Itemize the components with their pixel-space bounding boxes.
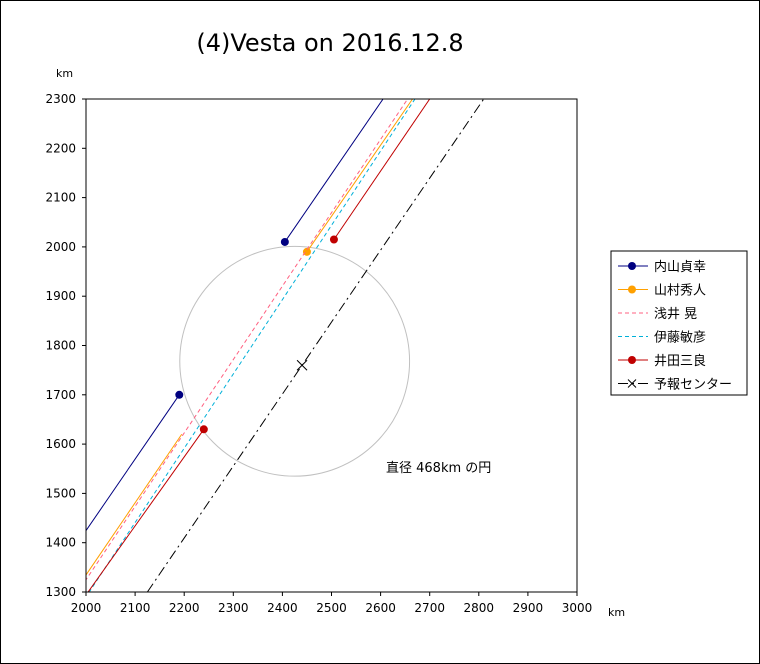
legend-label-3: 伊藤敏彦: [654, 330, 706, 346]
legend-label-2: 浅井 晃: [654, 307, 697, 322]
series-4-line-0: [87, 429, 205, 592]
y-tick-label-4: 1700: [45, 388, 76, 402]
legend-label-5: 予報センター: [654, 378, 732, 393]
series-5-line-0: [146, 99, 485, 592]
series-0-point-1: [280, 237, 289, 246]
y-tick-label-7: 2000: [45, 240, 76, 254]
series-0-line-1: [284, 99, 384, 243]
series-4-point-1: [329, 235, 338, 244]
legend-label-4: 井田三良: [654, 353, 706, 369]
plot-layer: [86, 99, 485, 592]
legend-marker-0: [628, 262, 636, 270]
series-5-x-marker-0: [296, 359, 308, 371]
series-2-line-0: [86, 99, 409, 581]
series-4-line-1: [333, 99, 431, 240]
plot-area-border: [85, 98, 578, 593]
y-tick-label-3: 1600: [45, 437, 76, 451]
y-axis-unit: km: [56, 67, 73, 80]
y-tick-label-10: 2300: [45, 92, 76, 106]
x-tick-label-4: 2400: [267, 601, 298, 615]
series-4-point-0: [199, 425, 208, 434]
series-3-line-0: [88, 99, 416, 592]
series-1-point-0: [302, 247, 311, 256]
y-tick-label-0: 1300: [45, 585, 76, 599]
legend-marker-5: [627, 379, 637, 388]
x-tick-label-2: 2200: [169, 601, 200, 615]
x-tick-label-0: 2000: [71, 601, 102, 615]
axis-ticks: 2000 2100 2200 2300 2400 2500 2600 2700 2800 2900…: [45, 92, 592, 615]
y-tick-label-8: 2100: [45, 191, 76, 205]
diameter-circle: [179, 245, 411, 477]
x-axis-unit: km: [608, 606, 625, 619]
y-tick-label-5: 1800: [45, 339, 76, 353]
y-tick-label-1: 1400: [45, 536, 76, 550]
series-1-line-0: [86, 433, 183, 576]
legend-label-0: 内山貞幸: [654, 259, 706, 275]
legend-box: [610, 250, 748, 396]
x-tick-label-6: 2600: [365, 601, 396, 615]
series-0-point-0: [175, 390, 184, 399]
x-tick-label-9: 2900: [513, 601, 544, 615]
legend-label-1: 山村秀人: [654, 284, 706, 299]
legend-marker-1: [628, 285, 636, 294]
circle-annotation: 直径 468km の円: [386, 461, 491, 476]
x-tick-label-3: 2300: [218, 601, 249, 615]
series-1-line-1: [306, 99, 413, 253]
x-tick-label-8: 2800: [464, 601, 495, 615]
y-tick-label-9: 2200: [45, 141, 76, 155]
x-tick-label-5: 2500: [316, 601, 347, 615]
y-tick-label-2: 1500: [45, 486, 76, 500]
y-tick-label-6: 1900: [45, 289, 76, 303]
legend-marker-4: [628, 356, 636, 364]
x-tick-label-10: 3000: [562, 601, 593, 615]
series-0-line-0: [86, 394, 180, 532]
chart-title: (4)Vesta on 2016.12.8: [196, 29, 463, 57]
x-tick-label-7: 2700: [414, 601, 445, 615]
x-tick-label-1: 2100: [120, 601, 151, 615]
